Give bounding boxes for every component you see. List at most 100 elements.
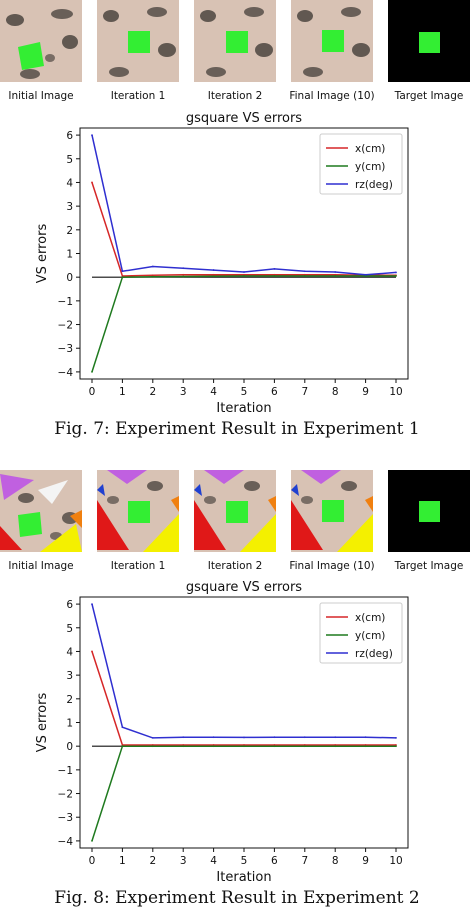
- legend-box: [319, 133, 403, 195]
- yellow-triangle: [40, 524, 82, 552]
- blue-triangle: [194, 484, 202, 496]
- x-tick-label: 9: [362, 386, 369, 398]
- thumb-label: Iteration 1: [110, 90, 166, 102]
- figure-caption: Fig. 7: Experiment Result in Experiment …: [54, 419, 420, 439]
- y-tick-label: 3: [66, 670, 73, 682]
- thumb-label: Final Image (10): [289, 560, 375, 572]
- y-tick-label: −2: [58, 789, 73, 801]
- texture-image: [97, 0, 179, 82]
- purple-triangle: [107, 470, 147, 484]
- y-tick-label: 1: [66, 249, 73, 261]
- thumb-label: Target Image: [394, 90, 464, 102]
- y-tick-label: −3: [58, 812, 73, 824]
- y-tick-label: 2: [66, 225, 73, 237]
- purple-triangle: [0, 474, 34, 500]
- x-tick-label: 5: [241, 855, 248, 867]
- data-point: [182, 275, 185, 278]
- data-point: [334, 275, 337, 277]
- x-tick-label: 6: [271, 855, 278, 867]
- data-point: [334, 745, 337, 748]
- data-point: [182, 736, 185, 739]
- green-square: [419, 32, 440, 53]
- legend-label: y(cm): [355, 630, 385, 642]
- green-square: [322, 30, 344, 52]
- x-tick-label: 6: [271, 386, 278, 398]
- x-tick-label: 3: [180, 386, 187, 398]
- x-axis-label: Iteration: [216, 401, 271, 416]
- y-tick-label: 4: [66, 646, 73, 658]
- target-image: [388, 470, 470, 552]
- fig8-final-image: [291, 470, 373, 552]
- data-point: [273, 736, 276, 739]
- legend-box: [319, 602, 403, 664]
- chart-title: gsquare VS errors: [186, 580, 302, 595]
- data-point: [243, 275, 245, 277]
- x-series-line: [91, 182, 396, 277]
- x-tick-label: 2: [149, 386, 156, 398]
- texture-image: [291, 0, 373, 82]
- green-square: [419, 501, 440, 522]
- green-square: [226, 501, 248, 523]
- data-point: [91, 650, 93, 653]
- texture-image: [194, 470, 276, 552]
- thumb-label: Iteration 2: [207, 560, 263, 572]
- data-point: [91, 181, 93, 184]
- blue-triangle: [97, 484, 105, 496]
- data-point: [364, 273, 367, 276]
- data-point: [334, 271, 337, 273]
- x-tick-label: 8: [332, 386, 339, 398]
- thumb-label: Iteration 1: [110, 560, 166, 572]
- orange-triangle: [365, 496, 373, 512]
- legend-label: x(cm): [355, 612, 385, 624]
- y-tick-label: 6: [66, 599, 73, 611]
- data-point: [91, 370, 93, 373]
- data-point: [212, 269, 215, 271]
- texture-image: [97, 470, 179, 552]
- data-point: [273, 275, 276, 277]
- orange-triangle: [70, 510, 82, 528]
- y-tick-label: −4: [58, 367, 74, 379]
- green-square: [128, 31, 150, 53]
- x-tick-label: 8: [332, 855, 339, 867]
- green-square: [226, 31, 248, 53]
- white-triangle: [38, 480, 68, 504]
- x-tick-label: 4: [210, 855, 217, 867]
- data-point: [151, 736, 154, 739]
- legend-label: x(cm): [355, 143, 385, 155]
- data-point: [364, 736, 367, 739]
- x-tick-label: 10: [389, 386, 402, 398]
- texture-image: [291, 470, 373, 552]
- data-point: [182, 267, 185, 270]
- yellow-triangle: [337, 514, 373, 552]
- orange-triangle: [171, 496, 179, 512]
- thumb-label: Final Image (10): [289, 90, 375, 102]
- thumb-label: Initial Image: [8, 560, 74, 572]
- data-point: [395, 745, 397, 748]
- data-point: [303, 745, 306, 748]
- fig8-iteration-2-image: [194, 470, 276, 552]
- x-tick-label: 10: [389, 855, 402, 867]
- data-point: [395, 736, 397, 739]
- data-point: [243, 745, 245, 748]
- x-series-line: [91, 651, 396, 746]
- y-tick-label: −1: [58, 296, 73, 308]
- fig7-target-image: [388, 0, 470, 82]
- y-tick-label: 2: [66, 694, 73, 706]
- x-tick-label: 7: [301, 855, 308, 867]
- data-point: [121, 726, 124, 729]
- data-point: [303, 736, 306, 739]
- x-tick-label: 0: [89, 386, 96, 398]
- orange-triangle: [268, 496, 276, 512]
- legend-label: rz(deg): [355, 648, 393, 660]
- data-point: [364, 745, 367, 748]
- data-point: [395, 275, 397, 277]
- legend-label: y(cm): [355, 161, 385, 173]
- data-point: [395, 271, 397, 274]
- y-tick-label: 6: [66, 130, 73, 142]
- red-triangle: [194, 500, 226, 550]
- red-triangle: [291, 500, 323, 550]
- figure-caption: Fig. 8: Experiment Result in Experiment …: [54, 888, 420, 908]
- target-image: [388, 0, 470, 82]
- data-point: [212, 273, 215, 276]
